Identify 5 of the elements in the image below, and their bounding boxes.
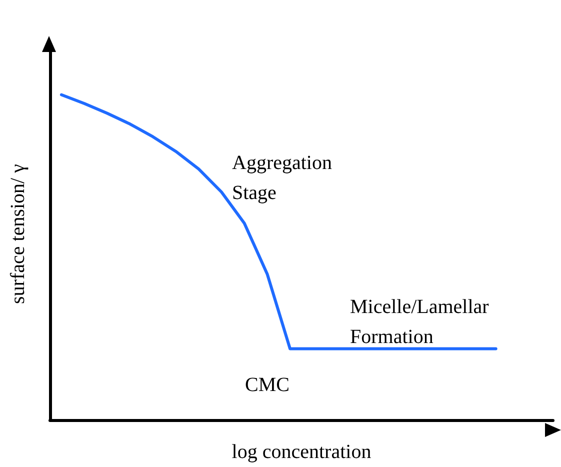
annotation: Micelle/Lamellar Formation [350, 296, 494, 348]
annotation: CMC [245, 374, 290, 396]
annotation: Aggregation Stage [232, 152, 337, 204]
x-axis-title: log concentration [232, 441, 372, 463]
y-axis-title: surface tension/ γ [7, 164, 29, 304]
